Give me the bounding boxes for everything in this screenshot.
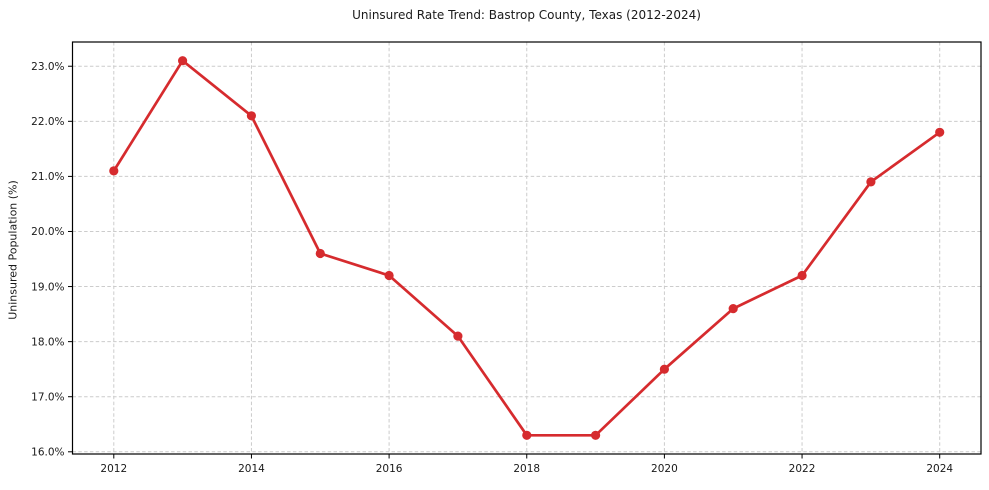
x-tick-label: 2016 [376, 463, 403, 475]
x-tick-label: 2018 [513, 463, 540, 475]
y-tick-label: 21.0% [31, 171, 64, 183]
data-point-marker [453, 331, 463, 341]
y-tick-label: 23.0% [31, 61, 64, 73]
y-tick-label: 16.0% [31, 446, 64, 458]
x-tick-label: 2022 [789, 463, 816, 475]
x-tick-label: 2020 [651, 463, 678, 475]
x-tick-label: 2012 [100, 463, 127, 475]
data-series [109, 56, 945, 440]
y-tick-label: 18.0% [31, 336, 64, 348]
data-point-marker [109, 166, 119, 176]
y-tick-label: 22.0% [31, 116, 64, 128]
data-point-marker [591, 430, 601, 440]
y-axis-title: Uninsured Population (%) [6, 180, 20, 320]
x-tick-label: 2024 [926, 463, 953, 475]
x-tick-label: 2014 [238, 463, 265, 475]
data-point-marker [797, 270, 807, 281]
y-tick-label: 20.0% [31, 226, 64, 238]
plot-border [71, 41, 982, 455]
data-point-marker [246, 111, 256, 121]
gridlines [72, 42, 981, 454]
data-point-marker [935, 127, 945, 137]
axes: 16.0% 17.0% 18.0% 19.0% 20.0% 21.0% 22.0% 23.0%… [31, 41, 982, 475]
data-point-marker [178, 56, 188, 66]
data-point-marker [384, 270, 394, 281]
data-point-marker [659, 364, 670, 374]
data-point-marker [315, 248, 325, 259]
y-tick-label: 17.0% [31, 391, 64, 403]
data-point-marker [728, 304, 738, 314]
data-point-marker [522, 430, 532, 440]
data-point-marker [866, 177, 876, 187]
y-tick-label: 19.0% [31, 281, 64, 293]
chart-title: Uninsured Rate Trend: Bastrop County, Te… [352, 8, 701, 22]
